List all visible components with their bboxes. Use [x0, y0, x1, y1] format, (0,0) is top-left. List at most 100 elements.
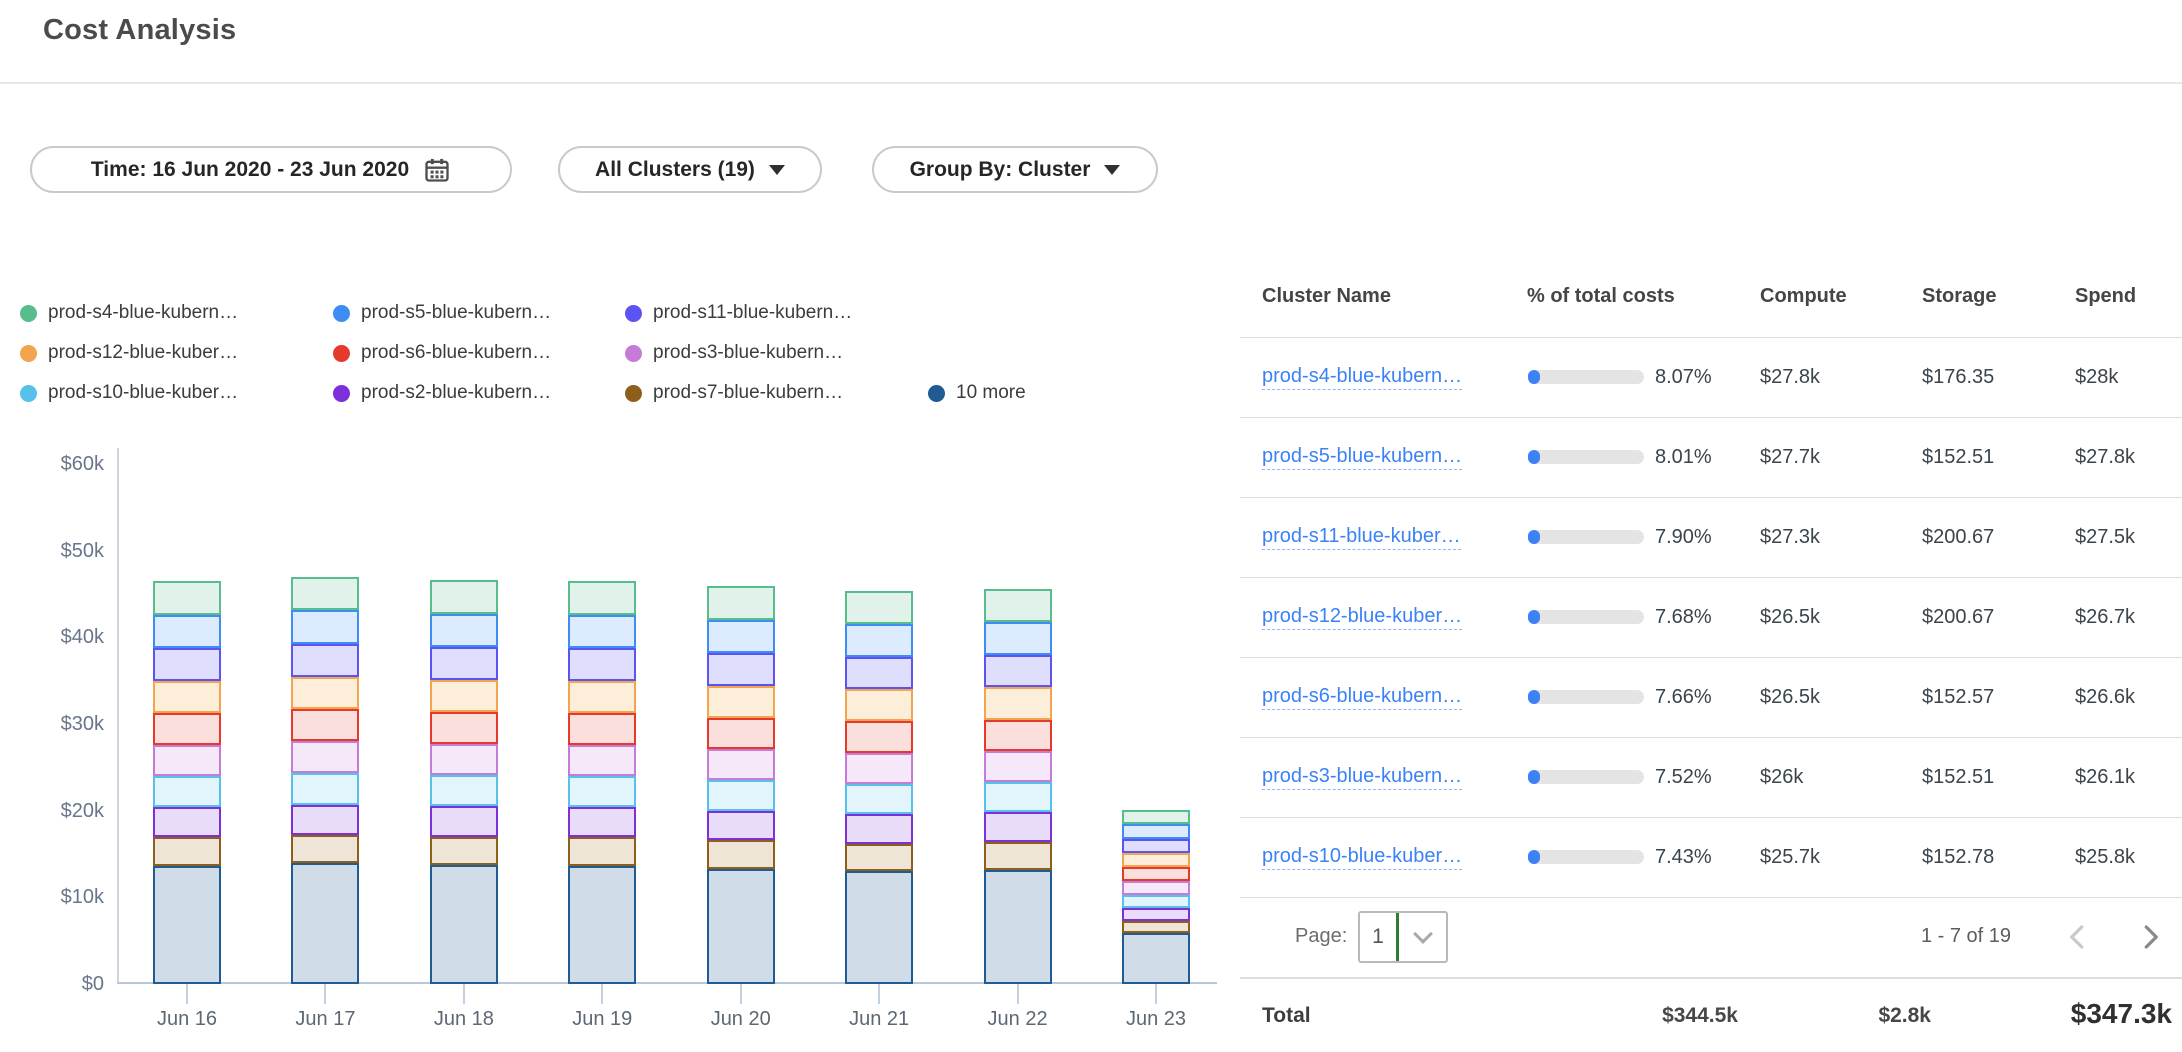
clusters-filter-dropdown[interactable]: All Clusters (19) — [558, 146, 822, 193]
bar-segment[interactable] — [845, 843, 914, 872]
bar-segment[interactable] — [845, 721, 914, 753]
bar-segment[interactable] — [153, 866, 221, 984]
legend-item[interactable]: prod-s10-blue-kuber… — [20, 376, 238, 410]
bar-segment[interactable] — [291, 773, 360, 805]
previous-page-button[interactable] — [2056, 915, 2100, 959]
bar-segment[interactable] — [983, 687, 1052, 720]
bar-segment[interactable] — [291, 709, 360, 742]
bar-segment[interactable] — [568, 744, 637, 776]
bar-segment[interactable] — [153, 614, 221, 648]
bar-segment[interactable] — [983, 622, 1052, 656]
bar-segment[interactable] — [153, 807, 221, 838]
bar-segment[interactable] — [1122, 880, 1190, 895]
bar-segment[interactable] — [706, 685, 775, 718]
cluster-name-link[interactable]: prod-s6-blue-kubern… — [1262, 684, 1463, 710]
bar-segment[interactable] — [568, 807, 637, 838]
bar-segment[interactable] — [291, 610, 360, 645]
page-select[interactable]: 1 — [1358, 911, 1448, 963]
legend-item[interactable]: prod-s4-blue-kubern… — [20, 296, 238, 330]
bar-segment[interactable] — [429, 646, 498, 680]
bar-segment[interactable] — [568, 580, 637, 615]
legend-item[interactable]: prod-s7-blue-kubern… — [625, 376, 843, 410]
cluster-name-link[interactable]: prod-s3-blue-kubern… — [1262, 764, 1463, 790]
group-by-dropdown[interactable]: Group By: Cluster — [872, 146, 1158, 193]
bar-segment[interactable] — [153, 744, 221, 776]
cluster-name-link[interactable]: prod-s11-blue-kuber… — [1262, 524, 1461, 550]
bar-segment[interactable] — [429, 711, 498, 744]
bar-segment[interactable] — [429, 865, 498, 984]
bar-segment[interactable] — [845, 657, 914, 690]
bar-segment[interactable] — [429, 613, 498, 647]
cluster-name-link[interactable]: prod-s4-blue-kubern… — [1262, 364, 1463, 390]
bar-segment[interactable] — [153, 580, 221, 615]
next-page-button[interactable] — [2128, 915, 2172, 959]
bar-segment[interactable] — [568, 712, 637, 745]
bar-segment[interactable] — [429, 743, 498, 776]
bar-segment[interactable] — [706, 810, 775, 841]
bar-segment[interactable] — [1122, 853, 1190, 867]
legend-item[interactable]: prod-s3-blue-kubern… — [625, 336, 843, 370]
time-range-filter[interactable]: Time: 16 Jun 2020 - 23 Jun 2020 — [30, 146, 512, 193]
bar-segment[interactable] — [429, 836, 498, 866]
legend-item[interactable]: prod-s6-blue-kubern… — [333, 336, 551, 370]
bar-segment[interactable] — [983, 719, 1052, 751]
bar-segment[interactable] — [706, 586, 775, 620]
bar-segment[interactable] — [1122, 920, 1190, 933]
legend-item[interactable]: 10 more — [928, 376, 1026, 410]
bar-segment[interactable] — [845, 689, 914, 722]
cluster-name-link[interactable]: prod-s10-blue-kuber… — [1262, 844, 1463, 870]
bar-segment[interactable] — [706, 749, 775, 781]
bar-segment[interactable] — [153, 837, 221, 867]
legend-item[interactable]: prod-s2-blue-kubern… — [333, 376, 551, 410]
bar-segment[interactable] — [706, 652, 775, 686]
bar-segment[interactable] — [153, 775, 221, 808]
bar-segment[interactable] — [291, 741, 360, 774]
bar-segment[interactable] — [568, 775, 637, 808]
cluster-name-link[interactable]: prod-s5-blue-kubern… — [1262, 444, 1463, 470]
bar-segment[interactable] — [291, 644, 360, 678]
bar-segment[interactable] — [291, 863, 360, 984]
bar-segment[interactable] — [845, 783, 914, 815]
bar-segment[interactable] — [845, 871, 914, 984]
bar-segment[interactable] — [706, 780, 775, 811]
bar-segment[interactable] — [291, 834, 360, 864]
bar-segment[interactable] — [1122, 824, 1190, 840]
bar-segment[interactable] — [429, 775, 498, 807]
bar-segment[interactable] — [845, 752, 914, 784]
bar-segment[interactable] — [1122, 839, 1190, 854]
legend-item[interactable]: prod-s12-blue-kuber… — [20, 336, 238, 370]
bar-segment[interactable] — [1122, 907, 1190, 921]
bar-segment[interactable] — [706, 840, 775, 869]
bar-segment[interactable] — [568, 680, 637, 713]
bar-segment[interactable] — [983, 812, 1052, 842]
bar-segment[interactable] — [291, 804, 360, 835]
bar-segment[interactable] — [568, 647, 637, 681]
bar-segment[interactable] — [1122, 866, 1190, 881]
bar-segment[interactable] — [153, 680, 221, 713]
bar-segment[interactable] — [845, 814, 914, 844]
bar-segment[interactable] — [429, 579, 498, 614]
bar-segment[interactable] — [1122, 932, 1190, 984]
bar-segment[interactable] — [983, 750, 1052, 782]
bar-segment[interactable] — [983, 781, 1052, 813]
bar-segment[interactable] — [845, 591, 914, 625]
bar-segment[interactable] — [845, 624, 914, 658]
bar-segment[interactable] — [568, 614, 637, 648]
bar-segment[interactable] — [1122, 809, 1190, 825]
bar-segment[interactable] — [983, 841, 1052, 870]
bar-segment[interactable] — [983, 588, 1052, 623]
legend-item[interactable]: prod-s5-blue-kubern… — [333, 296, 551, 330]
cluster-name-link[interactable]: prod-s12-blue-kuber… — [1262, 604, 1463, 630]
bar-segment[interactable] — [983, 869, 1052, 984]
bar-segment[interactable] — [291, 576, 360, 611]
bar-segment[interactable] — [1122, 894, 1190, 908]
bar-segment[interactable] — [983, 655, 1052, 688]
bar-segment[interactable] — [153, 647, 221, 681]
bar-segment[interactable] — [706, 717, 775, 750]
bar-segment[interactable] — [706, 868, 775, 984]
legend-item[interactable]: prod-s11-blue-kubern… — [625, 296, 852, 330]
bar-segment[interactable] — [568, 837, 637, 867]
bar-segment[interactable] — [291, 677, 360, 710]
bar-segment[interactable] — [429, 679, 498, 712]
bar-segment[interactable] — [153, 712, 221, 745]
